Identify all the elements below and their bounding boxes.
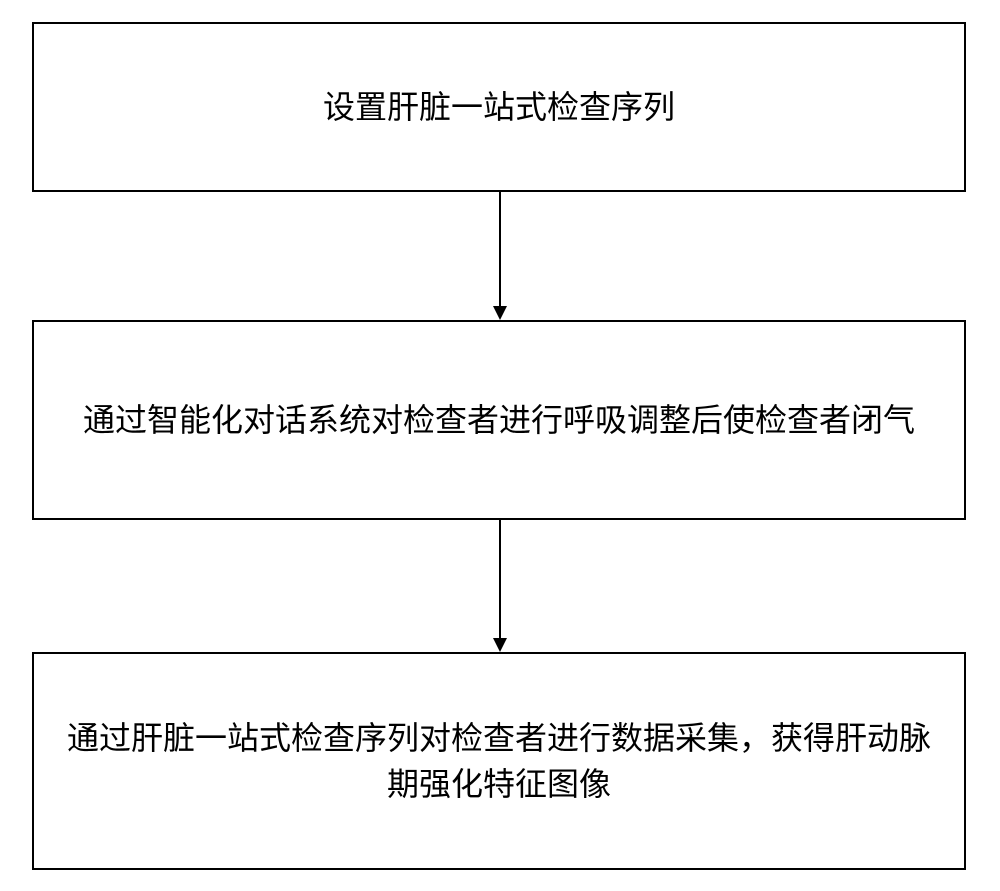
flowchart-canvas: 设置肝脏一站式检查序列 通过智能化对话系统对检查者进行呼吸调整后使检查者闭气 通… [0, 0, 1000, 891]
flow-node-step2-text: 通过智能化对话系统对检查者进行呼吸调整后使检查者闭气 [83, 397, 915, 443]
flow-edge-1 [490, 192, 510, 320]
flow-node-step1-text: 设置肝脏一站式检查序列 [323, 84, 675, 130]
flow-node-step3: 通过肝脏一站式检查序列对检查者进行数据采集，获得肝动脉期强化特征图像 [32, 652, 966, 870]
flow-node-step2: 通过智能化对话系统对检查者进行呼吸调整后使检查者闭气 [32, 320, 966, 520]
flow-node-step1: 设置肝脏一站式检查序列 [32, 22, 966, 192]
flow-edge-2 [490, 520, 510, 652]
flow-node-step3-text: 通过肝脏一站式检查序列对检查者进行数据采集，获得肝动脉期强化特征图像 [59, 715, 939, 808]
